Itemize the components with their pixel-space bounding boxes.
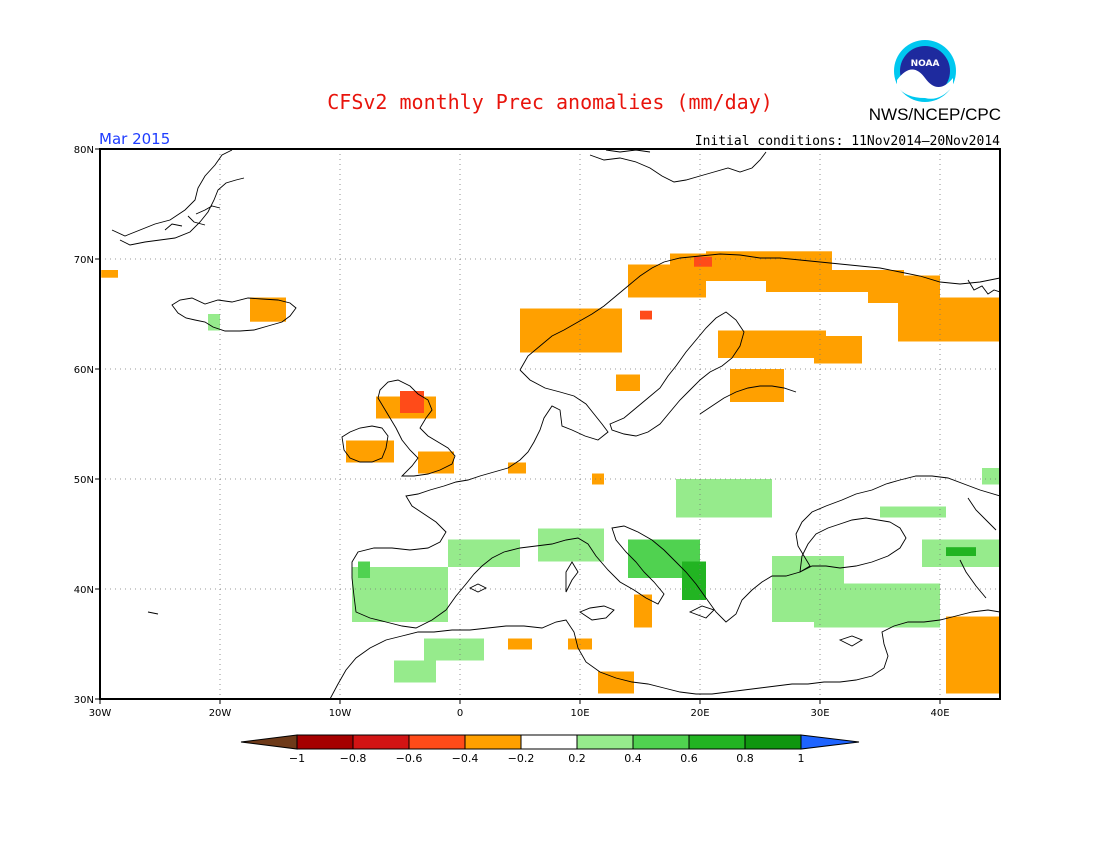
- lat-tick-label: 60N: [74, 365, 94, 376]
- lat-tick-label: 50N: [74, 475, 94, 486]
- anomaly-patch: [448, 539, 520, 567]
- anomaly-patch: [640, 310, 652, 320]
- anomaly-patch: [814, 583, 940, 628]
- map-title: CFSv2 monthly Prec anomalies (mm/day): [327, 90, 773, 114]
- colorbar-label: −0.8: [340, 752, 367, 765]
- longitude-tick-labels: 30W 20W 10W 0 10E 20E 30E 40E: [89, 699, 950, 719]
- lon-tick-label: 20E: [690, 708, 709, 719]
- anomaly-patch: [634, 594, 652, 628]
- lon-tick-label: 10W: [329, 708, 352, 719]
- lon-tick-label: 10E: [570, 708, 589, 719]
- initial-conditions: Initial conditions: 11Nov2014—20Nov2014: [695, 134, 1000, 149]
- colorbar-label: 1: [798, 752, 805, 765]
- colorbar-segment: [520, 734, 578, 750]
- anomaly-patch: [676, 479, 772, 518]
- colorbar-label: −0.4: [452, 752, 479, 765]
- lat-tick-label: 80N: [74, 145, 94, 156]
- anomaly-patch: [508, 638, 532, 650]
- lon-tick-label: 30W: [89, 708, 112, 719]
- coastline-layer: [111, 149, 1000, 699]
- colorbar-label: 0.6: [680, 752, 698, 765]
- lon-tick-label: 40E: [930, 708, 949, 719]
- anomaly-fill-layer: [101, 251, 1000, 694]
- anomaly-patch: [598, 671, 634, 694]
- anomaly-patch: [982, 468, 1000, 485]
- anomaly-patch: [592, 473, 604, 485]
- map-frame: [99, 148, 1001, 700]
- colorbar-label: 0.2: [568, 752, 586, 765]
- anomaly-patch: [418, 451, 454, 474]
- lon-tick-label: 0: [457, 708, 463, 719]
- colorbar-label: −1: [289, 752, 305, 765]
- color-scale-bar: −1 −0.8 −0.6 −0.4 −0.2 0.2 0.4 0.6 0.8 1: [240, 734, 860, 765]
- anomaly-patch: [616, 374, 640, 391]
- anomaly-patch: [880, 506, 946, 518]
- latitude-tick-labels: 80N 70N 60N 50N 40N 30N: [74, 145, 100, 706]
- lat-tick-label: 70N: [74, 255, 94, 266]
- anomaly-patch: [730, 369, 784, 402]
- noaa-logo-text: NOAA: [911, 59, 940, 69]
- noaa-logo-icon: NOAA: [894, 40, 956, 102]
- lat-lon-gridlines: [100, 149, 1000, 699]
- colorbar-segment: [744, 734, 802, 750]
- colorbar-label: −0.6: [396, 752, 423, 765]
- anomaly-patch: [694, 256, 712, 267]
- anomaly-patch: [508, 462, 526, 474]
- map-plot-area: 80N 70N 60N 50N 40N 30N 30W 20W 10W 0 10E 20E 30E 40…: [74, 145, 1001, 719]
- lon-tick-label: 30E: [810, 708, 829, 719]
- colorbar-segment: [688, 734, 746, 750]
- lat-tick-label: 40N: [74, 585, 94, 596]
- anomaly-patch: [250, 297, 286, 322]
- colorbar-segment: [296, 734, 354, 750]
- lat-tick-label: 30N: [74, 695, 94, 706]
- anomaly-patch: [538, 528, 604, 562]
- anomaly-patch: [718, 330, 826, 358]
- anomaly-patch: [898, 297, 1000, 342]
- colorbar-label: 0.4: [624, 752, 642, 765]
- colorbar-segment: [408, 734, 466, 750]
- valid-month: Mar 2015: [99, 130, 170, 148]
- anomaly-patch: [424, 638, 484, 661]
- colorbar-segment: [632, 734, 690, 750]
- anomaly-patch: [682, 561, 706, 600]
- anomaly-patch: [520, 308, 622, 353]
- colorbar-high-arrow: [800, 734, 860, 750]
- colorbar-segment: [352, 734, 410, 750]
- anomaly-patch: [208, 314, 220, 331]
- colorbar-label: 0.8: [736, 752, 754, 765]
- anomaly-patch: [946, 616, 1000, 694]
- anomaly-patch: [394, 660, 436, 683]
- lon-tick-label: 20W: [209, 708, 232, 719]
- anomaly-patch: [946, 547, 976, 556]
- colorbar-segment: [576, 734, 634, 750]
- anomaly-patch: [101, 270, 118, 278]
- agency-label: NWS/NCEP/CPC: [869, 105, 1001, 124]
- anomaly-patch: [400, 391, 424, 413]
- anomaly-patch: [814, 336, 862, 364]
- colorbar-label: −0.2: [508, 752, 535, 765]
- anomaly-patch: [358, 561, 370, 578]
- colorbar-segment: [464, 734, 522, 750]
